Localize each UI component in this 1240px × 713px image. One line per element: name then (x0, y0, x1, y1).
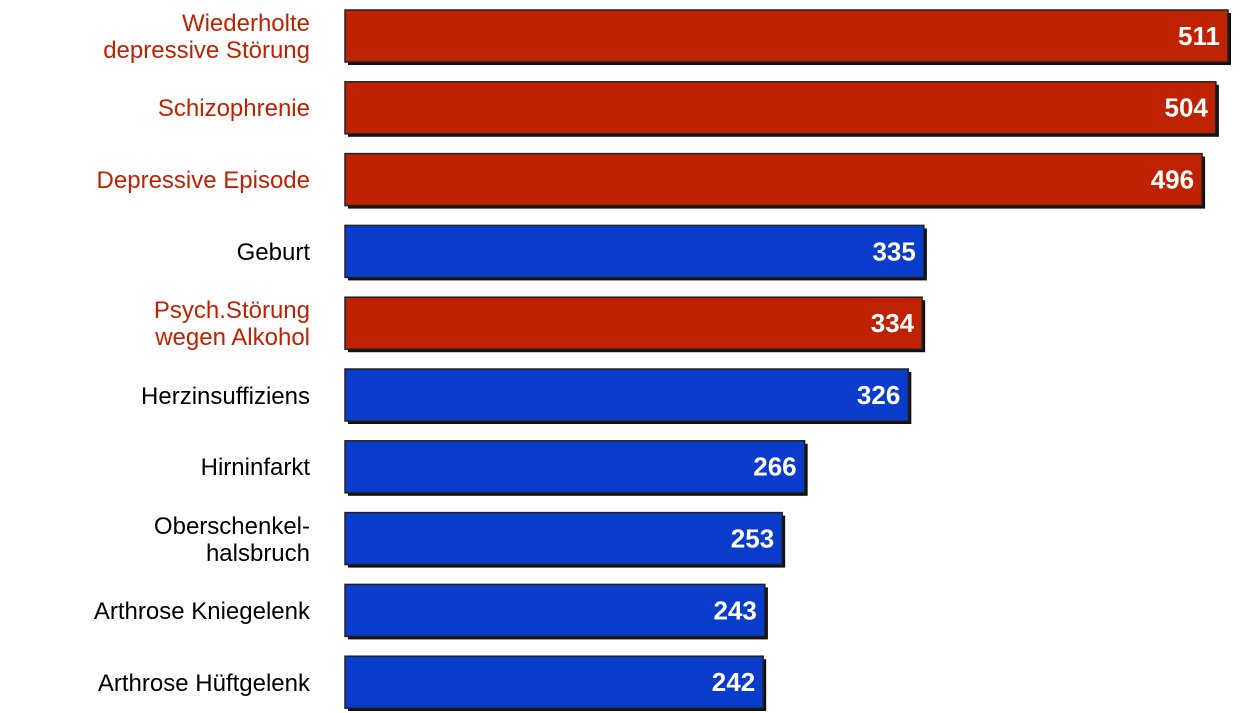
bar (344, 511, 783, 566)
value-label: 504 (1165, 93, 1209, 123)
bar (344, 152, 1203, 207)
value-label: 334 (871, 308, 915, 338)
category-label: Herzinsuffiziens (141, 382, 310, 410)
bar (344, 583, 766, 638)
bar (344, 9, 1229, 63)
bar (344, 81, 1217, 135)
value-label: 511 (1178, 21, 1220, 51)
value-label: 243 (714, 595, 757, 625)
value-label: 496 (1151, 164, 1194, 194)
category-label: Oberschenkel- halsbruch (153, 512, 310, 567)
category-label: Schizophrenie (157, 95, 310, 123)
value-label: 335 (872, 236, 915, 266)
bar (344, 224, 925, 279)
category-label: Hirninfarkt (200, 454, 310, 482)
bar (344, 368, 910, 422)
category-label: Psych.Störung wegen Alkohol (153, 297, 310, 352)
bar (344, 440, 806, 494)
category-label: Arthrose Hüftgelenk (97, 669, 310, 697)
category-label: Wiederholte depressive Störung (103, 10, 310, 64)
value-label: 242 (712, 667, 755, 697)
value-label: 253 (731, 523, 774, 553)
category-label: Geburt (236, 238, 310, 266)
value-label: 266 (753, 452, 796, 482)
value-label: 326 (857, 380, 900, 410)
bar (344, 296, 923, 350)
category-label: Arthrose Kniegelenk (93, 597, 310, 625)
category-label: Depressive Episode (96, 167, 310, 195)
bar (344, 655, 764, 709)
